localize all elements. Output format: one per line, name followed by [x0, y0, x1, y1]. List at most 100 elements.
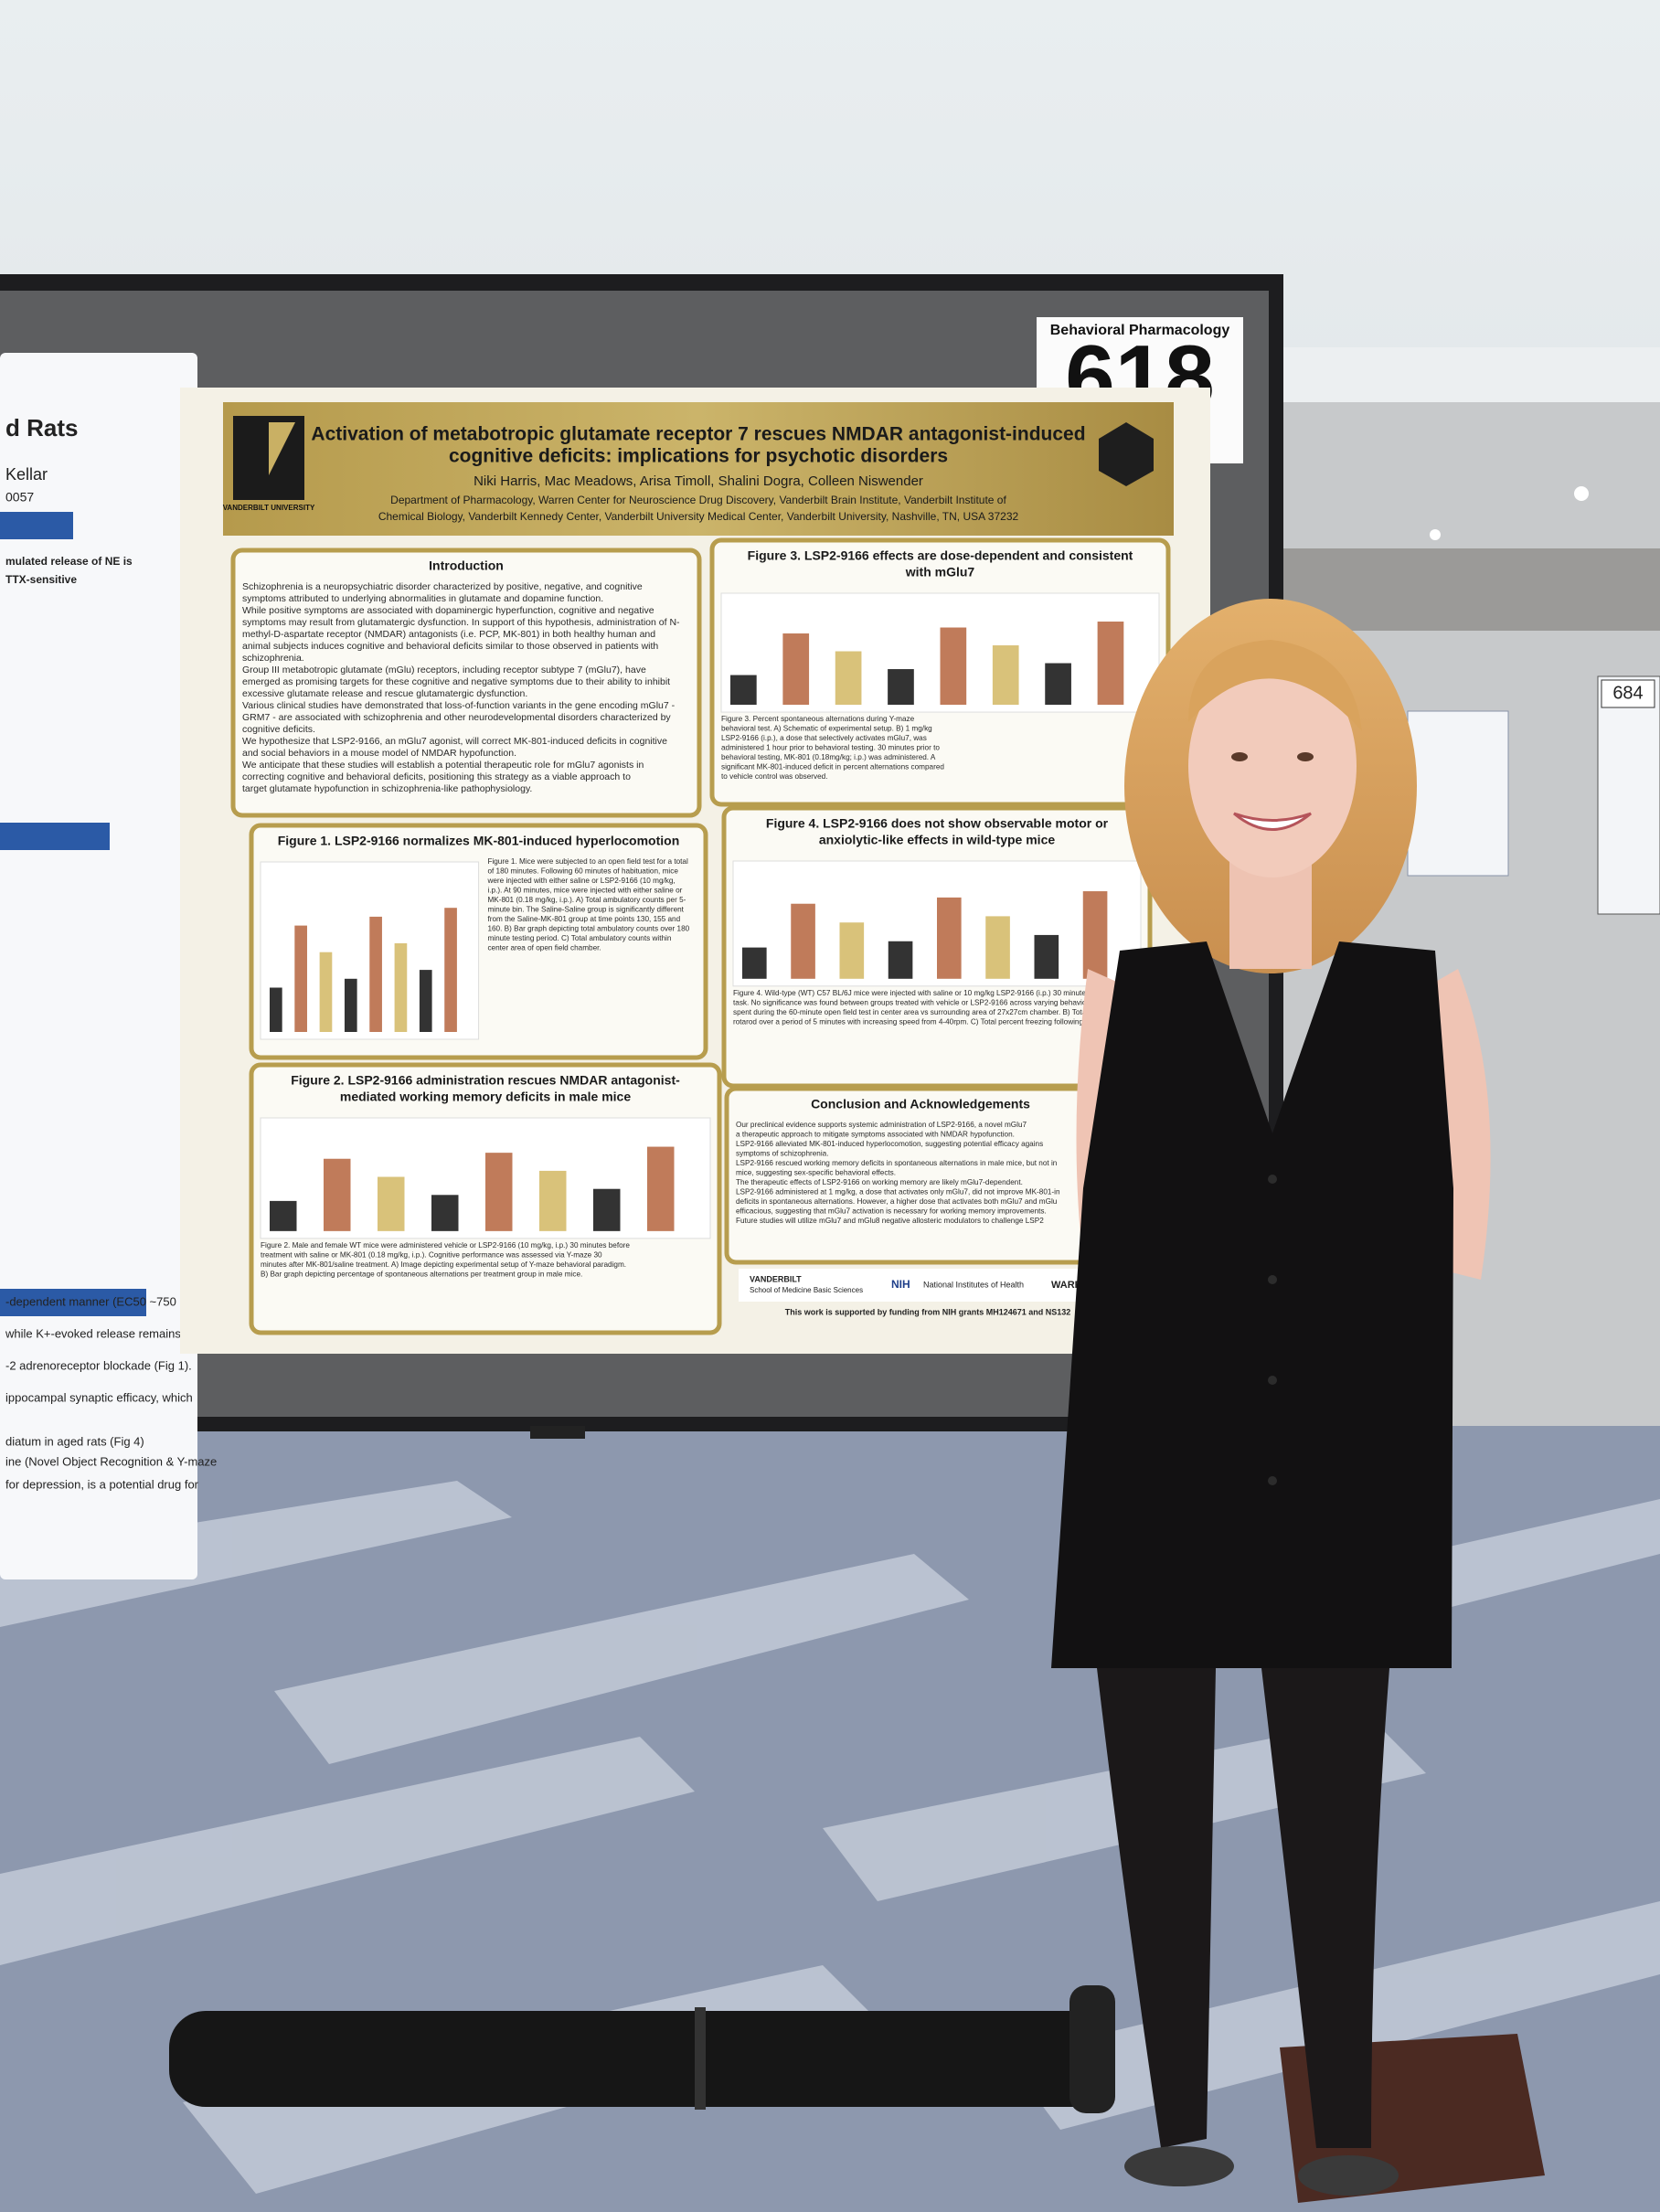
face	[1188, 654, 1357, 877]
poster-title: cognitive deficits: implications for psy…	[449, 446, 948, 467]
section-text: minutes after MK-801/saline treatment. A…	[261, 1260, 626, 1269]
figure-bar	[394, 943, 408, 1032]
figure-bar	[940, 627, 967, 706]
section-heading: Figure 1. LSP2-9166 normalizes MK-801-in…	[278, 834, 680, 848]
section-text: mice, suggesting sex-specific behavioral…	[736, 1169, 896, 1177]
section-text: Various clinical studies have demonstrat…	[242, 700, 676, 711]
section-text: symptoms of schizophrenia.	[736, 1150, 828, 1158]
left-poster-band	[0, 823, 110, 850]
left-poster-text: 0057	[5, 490, 34, 505]
section-text: target glutamate hypofunction in schizop…	[242, 783, 532, 794]
section-text: Schizophrenia is a neuropsychiatric diso…	[242, 581, 643, 592]
section-heading: Introduction	[429, 558, 504, 573]
neighbor-number: 684	[1612, 683, 1643, 703]
section-text: i.p.). At 90 minutes, mice were injected…	[487, 887, 682, 895]
figure-bar	[485, 1153, 513, 1231]
figure-bar	[444, 908, 457, 1032]
section-text: We hypothesize that LSP2-9166, an mGlu7 …	[242, 736, 667, 747]
figure-bar	[294, 925, 307, 1032]
section-text: 160. B) Bar graph depicting total ambula…	[487, 925, 689, 933]
section-text: methyl-D-aspartate receptor (NMDAR) anta…	[242, 629, 655, 640]
section-text: LSP2-9166 administered at 1 mg/kg, a dos…	[736, 1188, 1060, 1196]
section-text: We anticipate that these studies will es…	[242, 760, 644, 771]
far-poster	[1597, 675, 1660, 915]
buttons	[1268, 1175, 1277, 1485]
figure-bar	[1034, 934, 1059, 979]
poster-authors: Niki Harris, Mac Meadows, Arisa Timoll, …	[474, 473, 923, 489]
left-poster-text: mulated release of NE is	[5, 555, 133, 568]
figure-bar	[782, 633, 810, 706]
section-text: spent during the 60-minute open field te…	[733, 1008, 1088, 1016]
eye	[1231, 752, 1248, 761]
section-text: a therapeutic approach to mitigate sympt…	[736, 1131, 1015, 1139]
section-text: schizophrenia.	[242, 653, 304, 664]
figure-bar	[344, 978, 357, 1032]
right-leg	[1261, 1668, 1389, 2148]
left-poster-text: for depression, is a potential drug for	[5, 1477, 199, 1491]
left-leg	[1097, 1668, 1216, 2148]
eye	[1297, 752, 1314, 761]
section-text: Figure 3. Percent spontaneous alternatio…	[721, 715, 915, 723]
figure-bar	[647, 1146, 675, 1231]
left-poster-text: -2 adrenoreceptor blockade (Fig 1).	[5, 1358, 192, 1372]
figure-bar	[319, 952, 333, 1032]
shoe	[1298, 2155, 1399, 2196]
left-poster-text: -dependent manner (EC50 ~750 nM	[5, 1294, 197, 1308]
person	[1051, 599, 1491, 2196]
tube-cap	[1069, 1985, 1115, 2113]
poster-header	[223, 402, 1174, 536]
left-poster-text: ippocampal synaptic efficacy, which	[5, 1390, 193, 1404]
figure-bar	[888, 941, 913, 979]
section-text: task. No significance was found between …	[733, 998, 1087, 1006]
section-text: were injected with either saline or LSP2…	[486, 877, 675, 885]
figure-bar	[378, 1176, 405, 1231]
section-text: from the Saline-MK-801 group at time poi…	[487, 915, 680, 923]
figure-bar	[992, 645, 1019, 706]
ceiling	[1283, 347, 1660, 402]
tube-band	[695, 2007, 706, 2110]
hall-wall	[1283, 548, 1660, 631]
smile	[1233, 812, 1312, 831]
sponsor: School of Medicine Basic Sciences	[750, 1286, 863, 1294]
section-text: B) Bar graph depicting percentage of spo…	[261, 1271, 582, 1279]
booth-category: Behavioral Pharmacology	[1050, 323, 1230, 338]
left-poster-text: Kellar	[5, 465, 48, 484]
section-text: LSP2-9166 rescued working memory deficit…	[736, 1159, 1058, 1167]
section-text: center area of open field chamber.	[487, 944, 601, 952]
section-text: While positive symptoms are associated w…	[242, 605, 654, 616]
figure-bar	[431, 1195, 459, 1231]
figure-bar	[1097, 622, 1124, 706]
figure-bar	[270, 1200, 297, 1231]
shoe	[1124, 2146, 1234, 2186]
figure-bar	[324, 1158, 351, 1231]
figure-bar	[888, 669, 914, 706]
figure-bar	[593, 1188, 621, 1231]
section-heading: Figure 2. LSP2-9166 administration rescu…	[291, 1073, 680, 1088]
figure-bar	[1082, 891, 1108, 979]
section-heading: with mGlu7	[905, 565, 975, 580]
sponsor: National Institutes of Health	[923, 1280, 1024, 1289]
sponsor: NIH	[891, 1278, 910, 1291]
poster-affiliation: Department of Pharmacology, Warren Cente…	[390, 494, 1006, 506]
poster-title: Activation of metabotropic glutamate rec…	[311, 424, 1085, 445]
left-poster-text: TTX-sensitive	[5, 573, 77, 586]
hair-fringe	[1188, 640, 1362, 731]
section-text: excessive glutamate release and rescue g…	[242, 688, 527, 699]
section-text: behavioral testing, MK-801 (0.18mg/kg; i…	[721, 753, 936, 761]
header-icon	[1099, 422, 1154, 486]
section-text: GRM7 - are associated with schizophrenia…	[242, 712, 671, 723]
section-heading: Figure 4. LSP2-9166 does not show observ…	[766, 816, 1109, 831]
left-poster-text: while K+-evoked release remains	[5, 1326, 181, 1340]
section-text: cognitive deficits.	[242, 724, 315, 735]
poster-tube	[169, 2011, 1111, 2107]
section-text: LSP2-9166 (i.p.), a dose that selectivel…	[721, 734, 927, 742]
section-text: symptoms may result from glutamatergic d…	[242, 617, 680, 628]
far-poster	[1407, 710, 1509, 877]
left-poster-band	[0, 512, 73, 539]
figure-bar	[1045, 663, 1071, 706]
left-poster-text: d Rats	[5, 414, 78, 441]
figure-bar	[539, 1170, 567, 1231]
section-text: behavioral test. A) Schematic of experim…	[721, 725, 932, 733]
